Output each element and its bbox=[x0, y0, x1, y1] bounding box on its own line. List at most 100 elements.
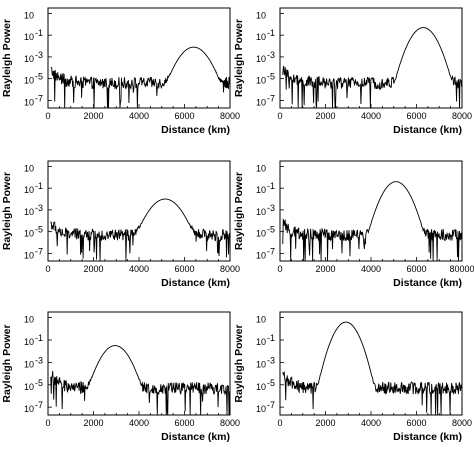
y-tick-label: 10 bbox=[24, 207, 34, 217]
y-tick-exponent: -5 bbox=[35, 72, 43, 82]
y-tick-exponent: -3 bbox=[35, 355, 43, 365]
x-tick-label: 8000 bbox=[220, 418, 240, 428]
y-axis-label: Rayleigh Power bbox=[1, 324, 13, 402]
y-tick-label: 10 bbox=[24, 54, 34, 64]
x-tick-label: 0 bbox=[277, 264, 282, 274]
x-tick-label: 6000 bbox=[174, 111, 194, 121]
y-tick-label: 10 bbox=[24, 185, 34, 195]
y-tick-label: 10 bbox=[24, 32, 34, 42]
series-line bbox=[50, 46, 231, 108]
series-line bbox=[282, 27, 463, 108]
x-tick-label: 4000 bbox=[361, 418, 381, 428]
y-tick-exponent: -5 bbox=[35, 378, 43, 388]
y-axis-label: Rayleigh Power bbox=[233, 172, 245, 250]
y-tick-label: 10 bbox=[256, 207, 266, 217]
y-tick-label: 10 bbox=[256, 250, 266, 260]
y-tick-exponent: -1 bbox=[267, 181, 275, 191]
x-tick-label: 4000 bbox=[129, 264, 149, 274]
plot-frame bbox=[47, 7, 231, 109]
x-tick-label: 8000 bbox=[220, 264, 240, 274]
y-tick-label: 10 bbox=[256, 185, 266, 195]
x-tick-label: 2000 bbox=[83, 111, 103, 121]
y-tick-exponent: -3 bbox=[267, 355, 275, 365]
y-tick-label: 10 bbox=[24, 10, 34, 20]
x-axis-label: Distance (km) bbox=[393, 277, 462, 289]
y-axis-label: Rayleigh Power bbox=[233, 19, 245, 97]
x-tick-label: 6000 bbox=[174, 264, 194, 274]
x-tick-label: 8000 bbox=[452, 111, 472, 121]
x-tick-label: 6000 bbox=[406, 111, 426, 121]
y-tick-label: 10 bbox=[256, 54, 266, 64]
y-tick-exponent: -7 bbox=[35, 246, 43, 256]
y-tick-label: 10 bbox=[256, 32, 266, 42]
x-tick-label: 0 bbox=[45, 264, 50, 274]
y-tick-label: 10 bbox=[24, 382, 34, 392]
y-axis-label: Rayleigh Power bbox=[1, 19, 13, 97]
x-tick-label: 6000 bbox=[406, 264, 426, 274]
x-axis-label: Distance (km) bbox=[393, 431, 462, 443]
x-tick-label: 2000 bbox=[83, 264, 103, 274]
y-tick-label: 10 bbox=[24, 404, 34, 414]
y-axis-label: Rayleigh Power bbox=[233, 324, 245, 402]
y-tick-label: 10 bbox=[24, 97, 34, 107]
plot-frame bbox=[47, 160, 231, 262]
x-tick-label: 2000 bbox=[315, 418, 335, 428]
y-tick-exponent: -1 bbox=[35, 181, 43, 191]
x-axis-label: Distance (km) bbox=[393, 124, 462, 136]
y-tick-label: 10 bbox=[256, 359, 266, 369]
y-tick-label: 10 bbox=[256, 404, 266, 414]
y-tick-label: 10 bbox=[256, 382, 266, 392]
x-tick-label: 80000 bbox=[449, 264, 474, 274]
x-tick-label: 0 bbox=[45, 418, 50, 428]
y-tick-label: 10 bbox=[256, 10, 266, 20]
y-tick-exponent: -7 bbox=[35, 400, 43, 410]
x-tick-label: 8000 bbox=[452, 418, 472, 428]
y-tick-label: 10 bbox=[256, 229, 266, 239]
x-tick-label: 2000 bbox=[315, 111, 335, 121]
x-tick-label: 4000 bbox=[129, 111, 149, 121]
y-tick-label: 10 bbox=[256, 337, 266, 347]
x-tick-label: 6000 bbox=[174, 418, 194, 428]
y-tick-label: 10 bbox=[256, 163, 266, 173]
y-tick-label: 10 bbox=[24, 359, 34, 369]
y-tick-exponent: -7 bbox=[267, 93, 275, 103]
x-axis-label: Distance (km) bbox=[161, 277, 230, 289]
y-tick-exponent: -3 bbox=[35, 203, 43, 213]
y-tick-exponent: -5 bbox=[267, 225, 275, 235]
x-tick-label: 8000 bbox=[220, 111, 240, 121]
y-tick-label: 10 bbox=[24, 337, 34, 347]
x-tick-label: 6000 bbox=[406, 418, 426, 428]
y-tick-label: 10 bbox=[24, 76, 34, 86]
y-tick-exponent: -1 bbox=[35, 28, 43, 38]
y-tick-label: 10 bbox=[256, 315, 266, 325]
x-axis-label: Distance (km) bbox=[161, 431, 230, 443]
x-tick-label: 0 bbox=[277, 111, 282, 121]
x-tick-label: 2000 bbox=[83, 418, 103, 428]
y-tick-exponent: -1 bbox=[267, 333, 275, 343]
x-tick-label: 4000 bbox=[361, 264, 381, 274]
y-tick-exponent: -3 bbox=[267, 203, 275, 213]
y-tick-exponent: -5 bbox=[35, 225, 43, 235]
y-axis-label: Rayleigh Power bbox=[1, 172, 13, 250]
x-tick-label: 0 bbox=[45, 111, 50, 121]
series-line bbox=[282, 181, 463, 261]
y-tick-exponent: -3 bbox=[35, 50, 43, 60]
y-tick-exponent: -5 bbox=[267, 378, 275, 388]
y-tick-exponent: -7 bbox=[267, 246, 275, 256]
y-tick-label: 10 bbox=[24, 163, 34, 173]
y-tick-exponent: -5 bbox=[267, 72, 275, 82]
y-tick-exponent: -1 bbox=[35, 333, 43, 343]
y-tick-exponent: -1 bbox=[267, 28, 275, 38]
x-axis-label: Distance (km) bbox=[161, 124, 230, 136]
series-line bbox=[50, 345, 231, 415]
series-line bbox=[282, 321, 463, 415]
y-tick-label: 10 bbox=[256, 76, 266, 86]
series-line bbox=[50, 198, 231, 261]
x-tick-label: 0 bbox=[277, 418, 282, 428]
